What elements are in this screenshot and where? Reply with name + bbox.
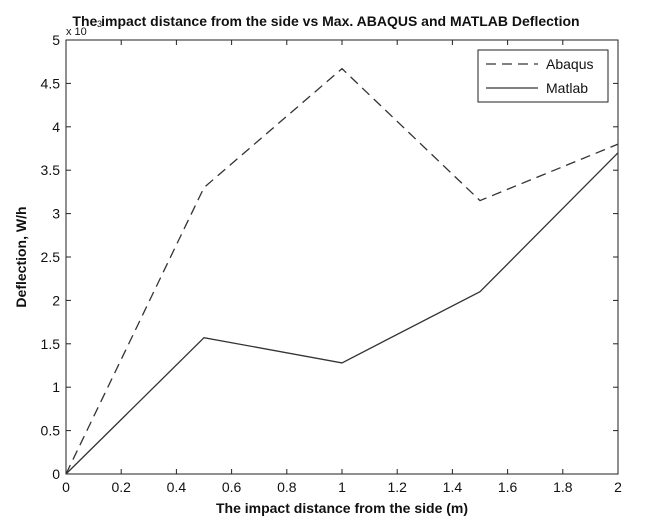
axis-ticks [65, 39, 619, 475]
x-tick-label: 2 [614, 479, 622, 495]
x-tick-label: 0 [62, 479, 70, 495]
plot-area [65, 39, 619, 475]
y-tick-label: 2.5 [41, 249, 61, 265]
chart-title: The impact distance from the side vs Max… [72, 13, 579, 29]
legend-label-matlab: Matlab [546, 80, 588, 96]
x-tick-labels: 0 0.2 0.4 0.6 0.8 1 1.2 1.4 1.6 1.8 2 [62, 479, 622, 495]
legend: Abaqus Matlab [477, 49, 609, 103]
y-tick-label: 0 [52, 466, 60, 482]
legend-box [477, 49, 609, 103]
series-line-matlab [65, 152, 619, 475]
y-exponent-power: -3 [94, 19, 102, 29]
y-tick-label: 1 [52, 379, 60, 395]
y-tick-label: 4.5 [41, 75, 61, 91]
x-tick-label: 1.8 [553, 479, 573, 495]
x-tick-label: 1.2 [387, 479, 407, 495]
y-tick-label: 2 [52, 292, 60, 308]
y-tick-labels: 0 0.5 1 1.5 2 2.5 3 3.5 4 4.5 5 [41, 32, 61, 482]
x-tick-label: 1.6 [498, 479, 518, 495]
y-tick-label: 1.5 [41, 336, 61, 352]
x-tick-label: 0.4 [167, 479, 187, 495]
y-tick-label: 4 [52, 119, 60, 135]
x-tick-label: 1 [338, 479, 346, 495]
legend-label-abaqus: Abaqus [546, 56, 593, 72]
y-exponent-base: x 10 [66, 26, 87, 38]
series-lines [65, 67, 619, 475]
y-tick-label: 3 [52, 206, 60, 222]
y-tick-label: 3.5 [41, 162, 61, 178]
x-tick-label: 0.2 [111, 479, 131, 495]
series-line-abaqus [65, 67, 619, 475]
x-axis-label: The impact distance from the side (m) [216, 500, 468, 516]
y-tick-label: 5 [52, 32, 60, 48]
y-axis-label: Deflection, W/h [13, 206, 29, 307]
y-exponent: x 10 -3 [66, 19, 102, 38]
x-tick-label: 0.8 [277, 479, 297, 495]
x-tick-label: 1.4 [443, 479, 463, 495]
x-tick-label: 0.6 [222, 479, 242, 495]
y-tick-label: 0.5 [41, 423, 61, 439]
